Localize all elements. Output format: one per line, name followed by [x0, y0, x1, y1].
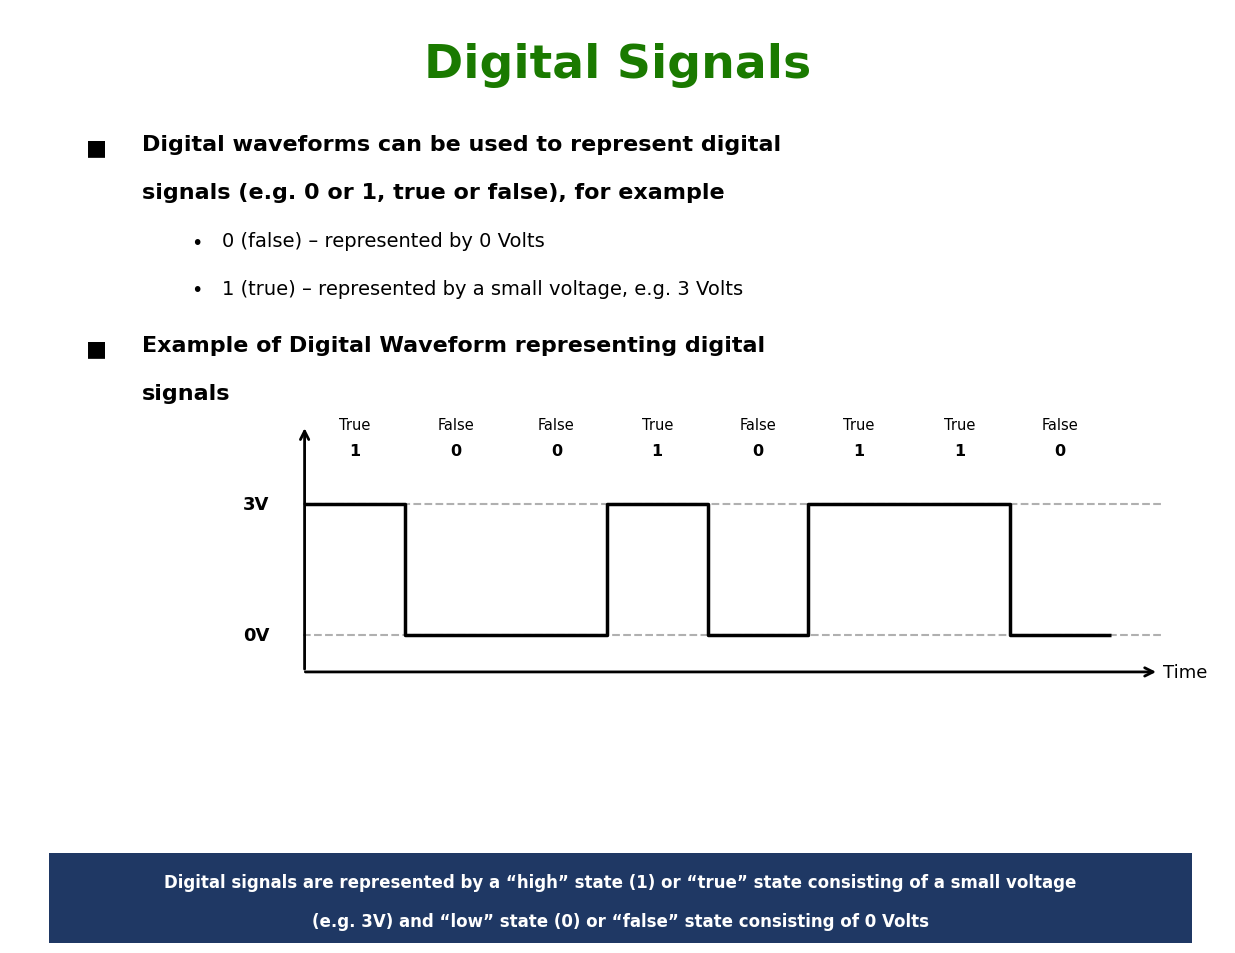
Text: 1 (true) – represented by a small voltage, e.g. 3 Volts: 1 (true) – represented by a small voltag… [222, 279, 743, 298]
Text: True: True [340, 417, 370, 433]
Text: 0: 0 [752, 444, 763, 458]
Text: False: False [740, 417, 777, 433]
Text: 1: 1 [853, 444, 864, 458]
Text: ■: ■ [86, 338, 107, 358]
Text: Digital waveforms can be used to represent digital: Digital waveforms can be used to represe… [142, 135, 782, 155]
Text: 1: 1 [350, 444, 361, 458]
Text: True: True [844, 417, 874, 433]
Text: 0: 0 [1055, 444, 1066, 458]
Text: 0: 0 [450, 444, 461, 458]
Text: Example of Digital Waveform representing digital: Example of Digital Waveform representing… [142, 335, 766, 355]
Text: False: False [538, 417, 574, 433]
Text: 0 (false) – represented by 0 Volts: 0 (false) – represented by 0 Volts [222, 232, 545, 251]
Text: False: False [1042, 417, 1078, 433]
Text: Time: Time [1163, 663, 1208, 681]
Text: signals (e.g. 0 or 1, true or false), for example: signals (e.g. 0 or 1, true or false), fo… [142, 183, 725, 203]
Text: 0V: 0V [243, 626, 269, 644]
Text: •: • [191, 233, 203, 253]
Text: 0: 0 [551, 444, 562, 458]
Text: 1: 1 [953, 444, 965, 458]
Text: 3V: 3V [243, 496, 269, 514]
Text: 1: 1 [652, 444, 663, 458]
Text: True: True [641, 417, 673, 433]
Text: ■: ■ [86, 138, 107, 158]
Text: (e.g. 3V) and “low” state (0) or “false” state consisting of 0 Volts: (e.g. 3V) and “low” state (0) or “false”… [312, 912, 929, 930]
Text: •: • [191, 281, 203, 300]
Text: signals: signals [142, 383, 231, 403]
Text: True: True [944, 417, 976, 433]
Text: Digital signals are represented by a “high” state (1) or “true” state consisting: Digital signals are represented by a “hi… [164, 873, 1077, 891]
Text: False: False [437, 417, 474, 433]
Text: Digital Signals: Digital Signals [424, 43, 811, 88]
